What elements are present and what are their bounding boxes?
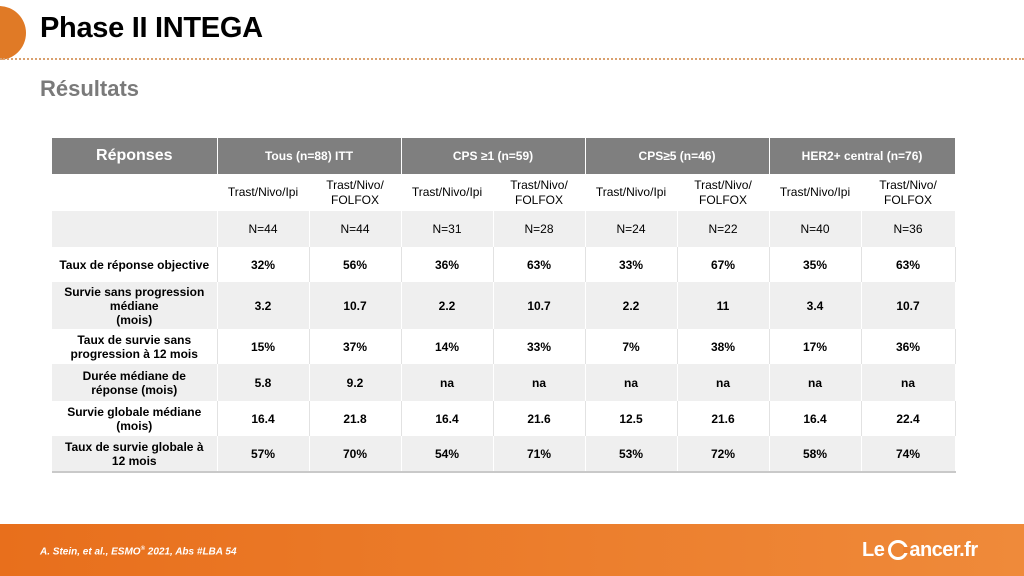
arm-cell: Trast/Nivo/Ipi [217, 174, 310, 211]
value-cell: 16.4 [769, 401, 862, 436]
value-cell: 16.4 [217, 401, 310, 436]
value-cell: 36% [401, 247, 494, 282]
row-label: Taux de survie sans progression à 12 mois [52, 329, 218, 364]
header-group-her2: HER2+ central (n=76) [769, 138, 956, 174]
value-cell: 54% [401, 436, 494, 472]
value-cell: 21.6 [677, 401, 770, 436]
section-subtitle: Résultats [40, 76, 140, 101]
arm-cell: Trast/Nivo/FOLFOX [309, 174, 402, 211]
value-cell: 2.2 [401, 282, 494, 329]
arm-cell: Trast/Nivo/Ipi [769, 174, 862, 211]
value-cell: 9.2 [309, 364, 402, 401]
arm-cell: Trast/Nivo/FOLFOX [677, 174, 770, 211]
value-cell: 7% [585, 329, 678, 364]
value-cell: 15% [217, 329, 310, 364]
value-cell: 36% [861, 329, 956, 364]
slide-title: Phase II INTEGA [40, 12, 263, 44]
row-label: Taux de réponse objective [52, 247, 218, 282]
header-responses: Réponses [52, 138, 218, 174]
footer-band [0, 524, 1024, 576]
value-cell: 53% [585, 436, 678, 472]
value-cell: 56% [309, 247, 402, 282]
value-cell: 17% [769, 329, 862, 364]
results-table: Réponses Tous (n=88) ITT CPS ≥1 (n=59) C… [52, 138, 956, 473]
value-cell: 5.8 [217, 364, 310, 401]
header-group-all: Tous (n=88) ITT [217, 138, 402, 174]
row-label: Survie globale médiane (mois) [52, 401, 218, 436]
logo-c-ring-icon [888, 540, 911, 560]
value-cell: 21.6 [493, 401, 586, 436]
value-cell: 63% [493, 247, 586, 282]
value-cell: na [769, 364, 862, 401]
n-cell: N=36 [861, 211, 956, 247]
value-cell: na [677, 364, 770, 401]
value-cell: 10.7 [309, 282, 402, 329]
table-row: Survie sans progression médiane (mois) 3.2… [52, 282, 956, 329]
table-row: Taux de réponse objective 32% 56% 36% 63… [52, 247, 956, 282]
n-cell: N=31 [401, 211, 494, 247]
value-cell: 33% [493, 329, 586, 364]
row-label: Taux de survie globale à 12 mois [52, 436, 218, 472]
arm-row: Trast/Nivo/Ipi Trast/Nivo/FOLFOX Trast/N… [52, 174, 956, 211]
n-cell: N=40 [769, 211, 862, 247]
n-cell: N=22 [677, 211, 770, 247]
value-cell: 16.4 [401, 401, 494, 436]
row-label: Survie sans progression médiane (mois) [52, 282, 218, 329]
value-cell: 10.7 [493, 282, 586, 329]
value-cell: 12.5 [585, 401, 678, 436]
header-group-cps5: CPS≥5 (n=46) [585, 138, 770, 174]
header-group-cps1: CPS ≥1 (n=59) [401, 138, 586, 174]
row-label: Durée médiane de réponse (mois) [52, 364, 218, 401]
arm-cell: Trast/Nivo/Ipi [401, 174, 494, 211]
sample-size-row: N=44 N=44 N=31 N=28 N=24 N=22 N=40 N=36 [52, 211, 956, 247]
value-cell: 63% [861, 247, 956, 282]
table-row: Taux de survie sans progression à 12 mois… [52, 329, 956, 364]
value-cell: 21.8 [309, 401, 402, 436]
value-cell: na [585, 364, 678, 401]
value-cell: 35% [769, 247, 862, 282]
table-header-row: Réponses Tous (n=88) ITT CPS ≥1 (n=59) C… [52, 138, 956, 174]
value-cell: 70% [309, 436, 402, 472]
n-cell: N=24 [585, 211, 678, 247]
arm-cell: Trast/Nivo/Ipi [585, 174, 678, 211]
value-cell: 38% [677, 329, 770, 364]
value-cell: 3.4 [769, 282, 862, 329]
value-cell: 37% [309, 329, 402, 364]
value-cell: 32% [217, 247, 310, 282]
value-cell: 58% [769, 436, 862, 472]
n-cell: N=44 [309, 211, 402, 247]
value-cell: 74% [861, 436, 956, 472]
value-cell: 72% [677, 436, 770, 472]
arm-cell: Trast/Nivo/FOLFOX [493, 174, 586, 211]
value-cell: 10.7 [861, 282, 956, 329]
citation: A. Stein, et al., ESMO® 2021, Abs #LBA 5… [40, 546, 237, 558]
value-cell: 14% [401, 329, 494, 364]
table-row: Durée médiane de réponse (mois) 5.8 9.2 n… [52, 364, 956, 401]
value-cell: na [401, 364, 494, 401]
value-cell: 67% [677, 247, 770, 282]
value-cell: 57% [217, 436, 310, 472]
table-row: Taux de survie globale à 12 mois 57% 70% … [52, 436, 956, 472]
corner-accent-shape [0, 6, 26, 60]
table-row: Survie globale médiane (mois) 16.4 21.8 1… [52, 401, 956, 436]
arm-empty-cell [52, 174, 218, 211]
value-cell: na [861, 364, 956, 401]
value-cell: 22.4 [861, 401, 956, 436]
n-empty-cell [52, 211, 218, 247]
value-cell: 71% [493, 436, 586, 472]
n-cell: N=28 [493, 211, 586, 247]
title-divider [0, 58, 1024, 60]
value-cell: na [493, 364, 586, 401]
lecancer-logo: Le ancer.fr [862, 538, 978, 561]
value-cell: 11 [677, 282, 770, 329]
arm-cell: Trast/Nivo/FOLFOX [861, 174, 956, 211]
n-cell: N=44 [217, 211, 310, 247]
value-cell: 33% [585, 247, 678, 282]
value-cell: 2.2 [585, 282, 678, 329]
value-cell: 3.2 [217, 282, 310, 329]
